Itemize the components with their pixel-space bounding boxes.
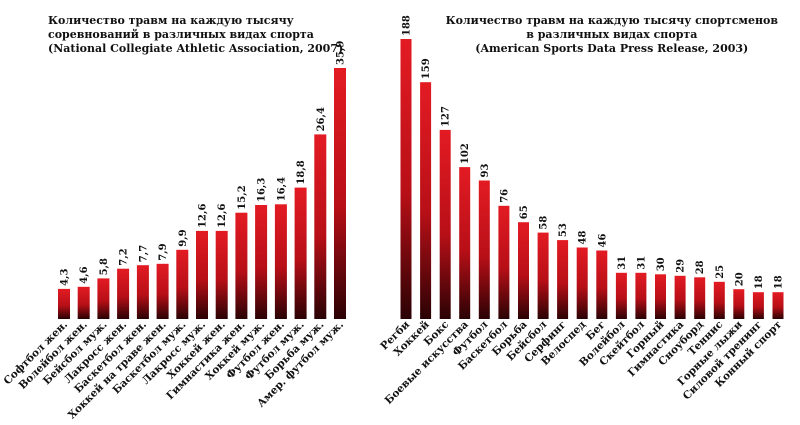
value-label: 20: [734, 272, 745, 286]
bar: [314, 134, 327, 319]
value-label: 76: [499, 189, 510, 203]
bar: [97, 278, 110, 319]
value-label: 29: [676, 259, 687, 273]
bar: [537, 232, 549, 319]
bar: [196, 230, 208, 319]
bar: [117, 268, 130, 319]
bar: [156, 263, 169, 319]
value-label: 35,9: [336, 41, 347, 65]
bar: [713, 281, 725, 319]
bar: [518, 222, 529, 319]
bar: [176, 249, 189, 319]
bar: [733, 289, 745, 319]
bar: [459, 167, 471, 319]
bar: [498, 205, 510, 319]
value-label: 18: [754, 275, 765, 289]
value-label: 18,8: [296, 160, 307, 184]
bar: [255, 205, 268, 319]
bar: [615, 272, 627, 319]
left-chart-title: Количество травм на каждую тысячу соревн…: [48, 14, 344, 55]
bar: [694, 277, 706, 319]
value-label: 9,9: [178, 229, 189, 246]
bar: [294, 187, 307, 319]
value-label: 18: [774, 275, 785, 289]
value-label: 15,2: [237, 185, 248, 209]
bar: [596, 250, 608, 319]
value-label: 46: [597, 234, 608, 248]
value-label: 48: [578, 231, 589, 245]
bar: [274, 204, 287, 319]
bar: [420, 82, 432, 319]
value-label: 31: [636, 256, 647, 270]
value-label: 93: [480, 164, 491, 178]
value-label: 188: [402, 15, 413, 36]
value-label: 30: [656, 257, 667, 271]
bar: [58, 288, 70, 319]
value-label: 26,4: [316, 107, 327, 131]
bar: [674, 275, 686, 319]
value-label: 4,3: [60, 268, 71, 285]
value-label: 127: [441, 106, 452, 127]
bar: [772, 292, 784, 319]
value-label: 7,7: [138, 245, 149, 262]
value-label: 31: [617, 256, 628, 270]
bar: [235, 212, 248, 319]
bar: [557, 240, 569, 319]
value-label: 25: [715, 265, 726, 279]
bar: [400, 39, 412, 319]
value-label: 16,3: [257, 178, 268, 202]
value-label: 28: [695, 260, 706, 274]
bar: [439, 129, 451, 319]
bar: [655, 274, 666, 319]
value-label: 53: [558, 223, 569, 237]
bar: [136, 265, 149, 319]
bar: [478, 180, 490, 319]
value-label: 65: [519, 205, 530, 219]
value-label: 16,4: [276, 177, 287, 201]
value-label: 5,8: [99, 258, 110, 275]
value-label: 102: [460, 143, 471, 164]
bar: [77, 286, 90, 319]
value-label: 12,6: [198, 204, 209, 228]
value-label: 4,6: [79, 266, 90, 283]
value-label: 7,2: [119, 248, 130, 265]
bar: [635, 272, 647, 319]
value-label: 7,9: [158, 243, 169, 260]
value-label: 58: [539, 216, 550, 230]
right-chart-title: Количество травм на каждую тысячу спортс…: [445, 14, 778, 55]
bar: [576, 247, 588, 319]
bar: [752, 292, 764, 319]
value-label: 12,6: [217, 204, 228, 228]
value-label: 159: [421, 58, 432, 79]
bar: [215, 230, 228, 319]
bar: [334, 68, 346, 319]
